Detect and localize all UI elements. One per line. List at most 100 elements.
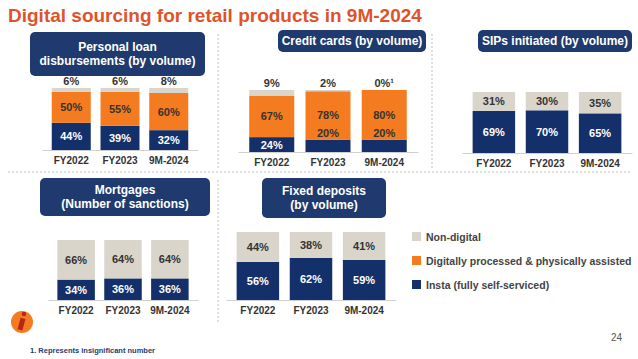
- data-label: 30%: [536, 95, 558, 107]
- data-label: 2%: [320, 77, 336, 89]
- chart-title-box: [478, 30, 632, 52]
- data-label: 38%: [300, 239, 322, 251]
- bar-segment: [290, 232, 333, 258]
- x-tick-label: FY2023: [105, 305, 140, 316]
- data-label: 20%: [317, 127, 339, 139]
- bar-segment: [306, 91, 351, 139]
- data-label: 69%: [483, 126, 505, 138]
- bars: [249, 90, 407, 152]
- x-tick-label: 9M-2024: [580, 158, 620, 169]
- x-tick-label: 9M-2024: [150, 305, 190, 316]
- data-label: 65%: [589, 127, 611, 139]
- chart: SIPs initiated (by volume) 69% 31% 70% 30% 65…: [463, 30, 633, 169]
- x-tick-label: FY2023: [102, 155, 137, 166]
- bar-segment: [57, 280, 95, 300]
- x-tick: FY2022: [59, 300, 94, 316]
- legend-label: Insta (fully self-serviced): [426, 279, 549, 291]
- bar-segment: [526, 92, 569, 110]
- bar-segment: [362, 90, 407, 91]
- x-tick: FY2022: [54, 150, 89, 166]
- x-axis-line: [239, 152, 419, 153]
- x-axis-line: [463, 153, 633, 154]
- bar-segment: [526, 110, 569, 153]
- x-axis: FY2022 FY2023 9M-2024: [49, 300, 199, 316]
- bar-segment: [362, 140, 407, 152]
- bar-segment: [290, 258, 333, 300]
- footnote: 1. Represents insignificant number: [30, 346, 155, 355]
- x-tick-label: FY2022: [240, 305, 275, 316]
- chart-title-box: [262, 178, 386, 218]
- logo-mark: [18, 318, 26, 331]
- bar-segment: [473, 92, 516, 111]
- x-tick: 9M-2024: [150, 300, 190, 316]
- chart: Mortgages(Number of sanctions)34%66%36%6…: [40, 178, 210, 316]
- x-tick: 9M-2024: [580, 153, 620, 169]
- x-tick-label: 9M-2024: [344, 305, 384, 316]
- data-label: 80%: [373, 109, 395, 121]
- separator: [218, 34, 219, 168]
- bar-segment: [149, 88, 188, 93]
- x-tick-label: FY2022: [476, 158, 511, 169]
- x-tick-label: 9M-2024: [365, 157, 405, 168]
- data-labels: 34%66%36%64%36%64%: [65, 253, 181, 296]
- data-labels: 24%67%9%20%78%2%20%80%0%¹: [261, 77, 396, 151]
- x-axis: FY2022 FY2023 9M-2024: [463, 153, 633, 169]
- data-label: 59%: [353, 274, 375, 286]
- data-labels: 56%44%62%38%59%41%: [247, 239, 375, 287]
- x-tick: FY2023: [529, 153, 564, 169]
- x-tick: FY2023: [310, 152, 345, 168]
- data-label: 60%: [158, 106, 180, 118]
- bars: [473, 92, 622, 153]
- x-tick-label: 9M-2024: [149, 155, 189, 166]
- bar-segment: [101, 126, 140, 150]
- data-label: 78%: [317, 109, 339, 121]
- data-label: 34%: [65, 284, 87, 296]
- x-tick: FY2023: [293, 300, 328, 316]
- bar-segment: [151, 240, 189, 278]
- data-label: 67%: [261, 110, 283, 122]
- data-label: 6%: [63, 75, 79, 87]
- data-label: 64%: [159, 253, 181, 265]
- data-label: 20%: [373, 127, 395, 139]
- bar-segment: [306, 140, 351, 152]
- bar-segment: [237, 262, 280, 300]
- chart: Credit cards (by volume)24%67%9%20%78%2%…: [239, 30, 427, 168]
- slide: Digital sourcing for retail products in …: [0, 0, 638, 359]
- data-label: 56%: [247, 275, 269, 287]
- x-tick: 9M-2024: [149, 150, 189, 166]
- x-axis-line: [227, 300, 397, 301]
- x-tick-label: FY2022: [254, 157, 289, 168]
- data-label: 55%: [109, 103, 131, 115]
- x-tick: FY2022: [254, 152, 289, 168]
- chart-title-box: [278, 30, 426, 52]
- data-label: 50%: [60, 101, 82, 113]
- data-label: 41%: [353, 240, 375, 252]
- bar-segment: [101, 88, 140, 92]
- x-axis-line: [43, 150, 199, 151]
- data-label: 31%: [483, 95, 505, 107]
- bar-segment: [52, 92, 91, 123]
- chart-title: SIPs initiated (by volume): [482, 34, 628, 48]
- chart-title-box: [40, 178, 210, 216]
- logo-dot: [22, 312, 26, 316]
- bar-segment: [151, 278, 189, 300]
- bars: [52, 88, 189, 150]
- page-number: 24: [611, 332, 623, 343]
- x-axis: FY2022 FY2023 9M-2024: [239, 152, 419, 168]
- chart-title-box: [30, 32, 205, 76]
- data-label: 64%: [112, 253, 134, 265]
- data-label: 0%¹: [374, 77, 394, 89]
- x-tick: FY2023: [102, 150, 137, 166]
- data-label: 62%: [300, 273, 322, 285]
- data-label: 8%: [161, 75, 177, 87]
- bar-segment: [249, 137, 294, 152]
- data-label: 70%: [536, 126, 558, 138]
- bar-segment: [249, 96, 294, 138]
- bar-segment: [104, 278, 142, 300]
- data-label: 36%: [159, 283, 181, 295]
- bar-segment: [237, 232, 280, 262]
- data-label: 36%: [112, 283, 134, 295]
- data-labels: 69%31%70%30%65%35%: [483, 95, 611, 139]
- x-tick: 9M-2024: [365, 152, 405, 168]
- chart: Fixed deposits(by volume)56%44%62%38%59%…: [227, 178, 397, 316]
